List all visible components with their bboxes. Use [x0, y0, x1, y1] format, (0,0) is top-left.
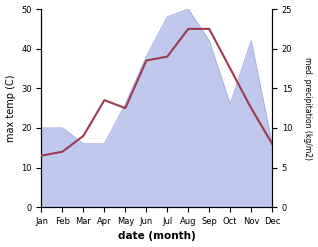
X-axis label: date (month): date (month)	[118, 231, 196, 242]
Y-axis label: med. precipitation (kg/m2): med. precipitation (kg/m2)	[303, 57, 313, 160]
Y-axis label: max temp (C): max temp (C)	[5, 74, 16, 142]
